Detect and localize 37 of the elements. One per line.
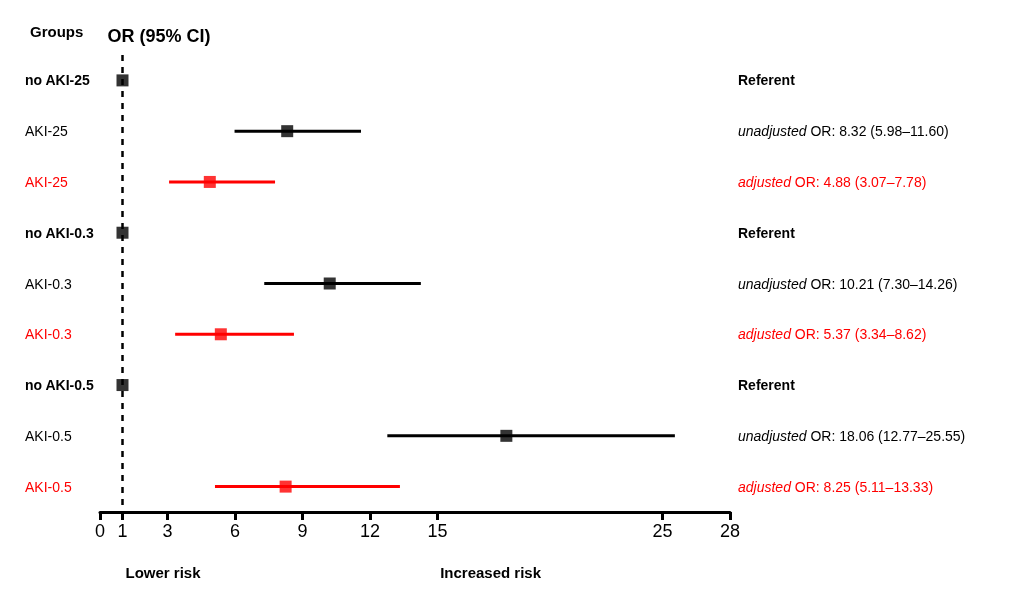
text: Referent <box>738 224 796 241</box>
x-tick-label: 25 <box>652 521 673 541</box>
x-tick-label: 12 <box>359 521 381 541</box>
y-tick-label: AKI-0.3 <box>25 326 72 343</box>
text: unadjusted OR: 8.32 (5.98–11.60) <box>738 123 949 140</box>
y-tick-label: no AKI-0.3 <box>25 224 94 241</box>
point <box>281 125 294 138</box>
y-tick-label: AKI-25 <box>25 173 69 190</box>
point <box>323 277 336 290</box>
text: adjusted OR: 8.25 (5.11–13.33) <box>738 478 934 495</box>
text: unadjusted OR: 10.21 (7.30–14.26) <box>738 275 958 292</box>
y-tick-label: AKI-0.3 <box>25 275 72 292</box>
x-tick-label: 6 <box>229 521 241 541</box>
text: adjusted OR: 5.37 (3.34–8.62) <box>738 326 927 343</box>
x-tick-label: 9 <box>297 521 308 541</box>
y-tick-label: no AKI-0.5 <box>25 377 94 394</box>
text: adjusted OR: 4.88 (3.07–7.78) <box>738 173 927 190</box>
y-tick-label: AKI-25 <box>25 123 69 140</box>
x-tick-label: 15 <box>427 521 448 541</box>
y-tick-label: AKI-0.5 <box>25 478 72 495</box>
y-tick-label: AKI-0.5 <box>25 427 72 444</box>
x-tick-label: 3 <box>162 521 173 541</box>
y-tick-label: no AKI-25 <box>25 72 91 89</box>
text: Referent <box>738 377 796 394</box>
x-tick-label: 0 <box>94 521 106 541</box>
x-tick-label: 1 <box>117 521 128 541</box>
text: unadjusted OR: 18.06 (12.77–25.55) <box>738 427 966 444</box>
y-axis-title: Groups <box>30 23 84 40</box>
chart-title: OR (95% CI) <box>107 26 211 46</box>
point <box>214 328 227 341</box>
text: Increased risk <box>440 563 542 581</box>
text: Referent <box>738 72 796 89</box>
text: Lower risk <box>125 563 202 581</box>
point <box>203 175 216 188</box>
point <box>500 429 513 442</box>
x-tick-label: 28 <box>719 521 741 541</box>
point <box>279 480 292 493</box>
